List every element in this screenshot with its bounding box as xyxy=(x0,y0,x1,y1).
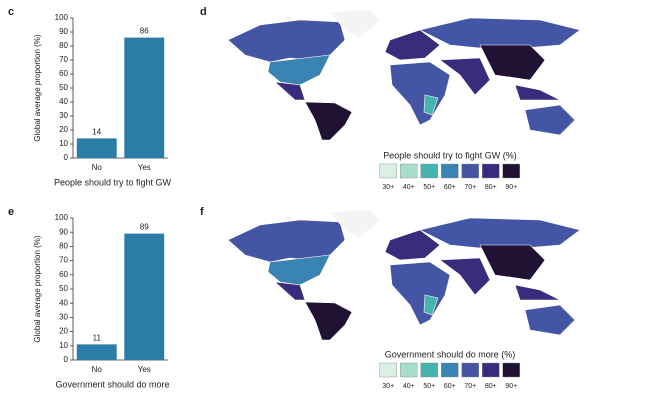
legend-swatch xyxy=(441,163,459,179)
legend-swatch xyxy=(482,362,500,378)
panel-label: e xyxy=(8,206,14,218)
panel-label: c xyxy=(8,6,14,18)
bar xyxy=(124,37,165,158)
x-axis-label: People should try to fight GW xyxy=(54,177,172,187)
panel-label: d xyxy=(200,6,207,18)
legend-swatch xyxy=(482,163,500,179)
y-tick-label: 90 xyxy=(59,227,68,236)
legend-label: 70+ xyxy=(464,383,476,390)
legend-title: Government should do more (%) xyxy=(385,349,516,359)
legend-label: 50+ xyxy=(423,383,435,390)
y-tick-label: 0 xyxy=(64,153,69,162)
legend-swatch xyxy=(502,362,520,378)
legend-swatch xyxy=(441,362,459,378)
bar xyxy=(124,233,165,360)
y-tick-label: 50 xyxy=(59,284,68,293)
y-tick-label: 90 xyxy=(59,27,68,36)
y-tick-label: 100 xyxy=(55,13,69,22)
value-label: 14 xyxy=(92,128,101,137)
x-tick-label: No xyxy=(92,163,103,172)
y-tick-label: 70 xyxy=(59,256,68,265)
x-tick-label: No xyxy=(92,365,103,374)
legend-label: 40+ xyxy=(403,383,415,390)
y-tick-label: 100 xyxy=(55,213,69,222)
y-tick-label: 70 xyxy=(59,55,68,64)
y-tick-label: 20 xyxy=(59,327,68,336)
legend-label: 80+ xyxy=(485,383,497,390)
y-tick-label: 30 xyxy=(59,313,68,322)
legend-swatch xyxy=(400,163,418,179)
world-map xyxy=(227,9,581,141)
y-tick-label: 20 xyxy=(59,125,68,134)
y-axis-label: Global average proportion (%) xyxy=(33,34,42,142)
y-axis-label: Global average proportion (%) xyxy=(33,235,42,343)
legend-label: 60+ xyxy=(444,383,456,390)
legend-label: 70+ xyxy=(464,184,476,191)
bar xyxy=(76,344,117,360)
y-tick-label: 0 xyxy=(64,355,69,364)
legend-swatch xyxy=(502,163,520,179)
value-label: 86 xyxy=(140,27,149,36)
legend-title: People should try to fight GW (%) xyxy=(383,150,517,160)
y-tick-label: 30 xyxy=(59,111,68,120)
x-tick-label: Yes xyxy=(138,365,151,374)
x-tick-label: Yes xyxy=(138,163,151,172)
y-tick-label: 60 xyxy=(59,270,68,279)
legend-swatch xyxy=(379,362,397,378)
legend-swatch xyxy=(379,163,397,179)
y-tick-label: 80 xyxy=(59,41,68,50)
legend-label: 80+ xyxy=(485,184,497,191)
y-tick-label: 40 xyxy=(59,298,68,307)
y-tick-label: 10 xyxy=(59,341,68,350)
legend-swatch xyxy=(461,163,479,179)
legend-label: 50+ xyxy=(423,184,435,191)
legend-swatch xyxy=(461,362,479,378)
legend-swatch xyxy=(400,362,418,378)
bar xyxy=(76,138,117,158)
legend-swatch xyxy=(420,362,438,378)
y-tick-label: 80 xyxy=(59,242,68,251)
legend-label: 30+ xyxy=(382,184,394,191)
legend-label: 40+ xyxy=(403,184,415,191)
y-tick-label: 60 xyxy=(59,69,68,78)
x-axis-label: Government should do more xyxy=(55,379,169,389)
value-label: 89 xyxy=(140,223,149,232)
legend-swatch xyxy=(420,163,438,179)
legend-label: 60+ xyxy=(444,184,456,191)
legend-label: 30+ xyxy=(382,383,394,390)
y-tick-label: 50 xyxy=(59,83,68,92)
y-tick-label: 10 xyxy=(59,139,68,148)
y-tick-label: 40 xyxy=(59,97,68,106)
panel-label: f xyxy=(200,206,204,218)
legend-label: 90+ xyxy=(505,184,517,191)
value-label: 11 xyxy=(93,333,102,342)
world-map xyxy=(227,209,581,341)
legend-label: 90+ xyxy=(505,383,517,390)
